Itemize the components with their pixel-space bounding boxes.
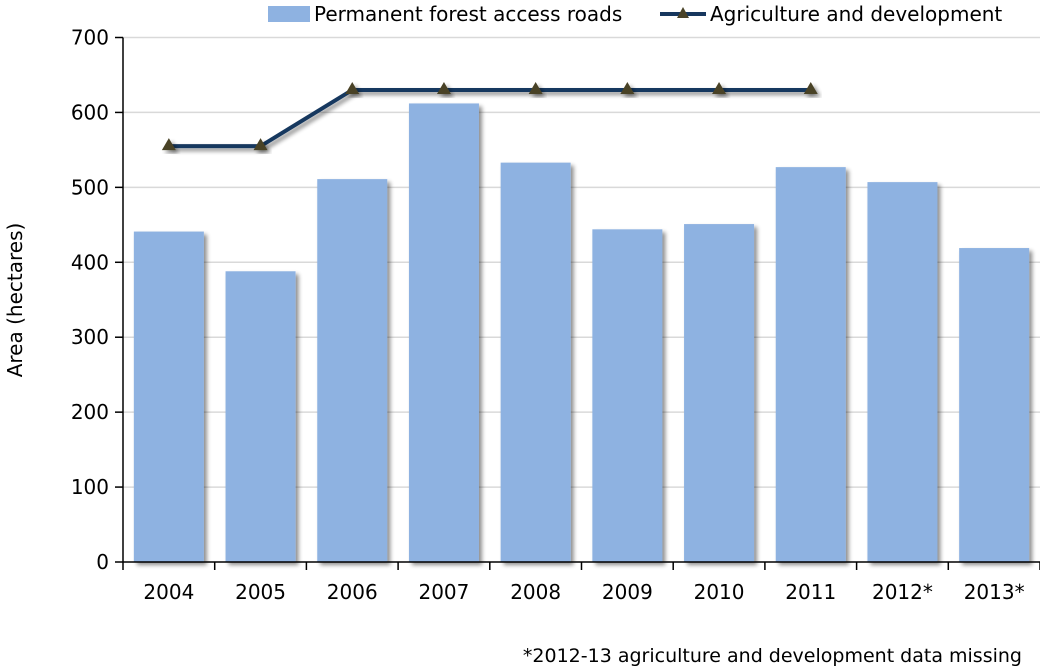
y-tick-label: 400 [71,250,109,274]
footnote: *2012-13 agriculture and development dat… [523,645,1022,667]
bar [959,248,1030,562]
x-tick-label: 2013* [964,580,1025,604]
legend-label-bar: Permanent forest access roads [314,2,622,26]
bar [867,182,938,563]
x-tick-label: 2009 [602,580,653,604]
bar [225,271,296,562]
x-tick-label: 2008 [510,580,561,604]
x-tick-label: 2007 [418,580,469,604]
x-tick-label: 2005 [235,580,286,604]
legend-label-line: Agriculture and development [710,2,1002,26]
line-point-marker [436,81,451,94]
bar [500,162,571,562]
y-tick-label: 600 [71,100,109,124]
y-tick-label: 200 [71,400,109,424]
bar [684,224,755,562]
line-point-marker [345,81,360,94]
x-tick-label: 2011 [785,580,836,604]
bar-series [133,103,1030,563]
line-point-marker [620,81,635,94]
line-point-marker [712,81,727,94]
line-point-marker [161,138,176,151]
y-tick-label: 300 [71,325,109,349]
line-point-marker [253,138,268,151]
legend-swatch-bar [268,6,310,22]
y-tick-label: 100 [71,475,109,499]
x-tick-label: 2012* [872,580,933,604]
bar [775,167,846,562]
y-tick-label: 0 [96,550,109,574]
y-tick-label: 700 [71,26,109,50]
bar [592,229,663,562]
x-tick-label: 2006 [327,580,378,604]
bar [317,179,388,563]
bar [133,231,204,562]
line-series [161,81,818,151]
axes: 0 100 200 300 400 500 600 700 2004 2005 2006 2007 20… [71,26,1040,604]
y-axis-label: Area (hectares) [3,223,27,378]
y-tick-label: 500 [71,175,109,199]
legend: Permanent forest access roads Agricultur… [268,2,1002,26]
legend-marker-triangle [677,7,689,18]
series-line [168,87,811,149]
bar [408,103,479,563]
x-tick-label: 2004 [143,580,194,604]
x-tick-label: 2010 [694,580,745,604]
line-point-marker [803,81,818,94]
line-point-marker [528,81,543,94]
